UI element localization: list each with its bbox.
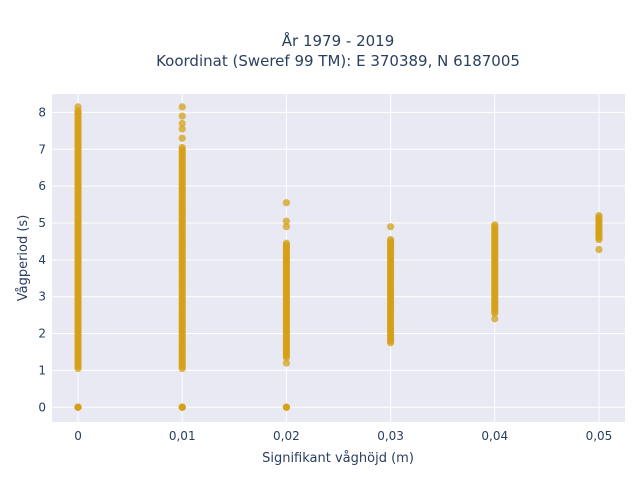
data-point xyxy=(282,403,291,411)
grid xyxy=(52,94,625,422)
data-point xyxy=(178,143,186,152)
data-point xyxy=(386,235,395,244)
data-points xyxy=(74,103,603,411)
data-point xyxy=(178,125,186,133)
x-tick-label: 0,04 xyxy=(481,429,508,443)
y-tick-label: 2 xyxy=(38,327,46,341)
y-tick-label: 5 xyxy=(38,216,46,230)
x-tick-label: 0,03 xyxy=(377,429,404,443)
x-axis-ticks: 0 0,01 0,02 0,03 0,04 0,05 xyxy=(74,429,612,443)
y-axis-ticks: 0 1 2 3 4 5 6 7 8 xyxy=(38,105,46,414)
y-tick-label: 6 xyxy=(38,179,46,193)
y-tick-label: 0 xyxy=(38,400,46,414)
data-point xyxy=(282,199,291,207)
data-point xyxy=(595,245,603,254)
chart-title-line2: Koordinat (Sweref 99 TM): E 370389, N 61… xyxy=(156,52,520,70)
x-tick-label: 0,05 xyxy=(586,429,613,443)
x-axis-title: Signifikant våghöjd (m) xyxy=(262,451,414,466)
y-tick-label: 7 xyxy=(38,142,46,156)
data-point xyxy=(491,315,499,323)
x-tick-label: 0,01 xyxy=(169,429,196,443)
y-tick-label: 4 xyxy=(38,253,46,267)
data-point xyxy=(282,217,291,225)
data-point xyxy=(178,403,186,411)
x-tick-label: 0 xyxy=(74,429,82,443)
data-point xyxy=(74,403,82,411)
y-tick-label: 1 xyxy=(38,363,46,377)
data-point xyxy=(178,112,186,120)
y-tick-label: 8 xyxy=(38,105,46,119)
data-point xyxy=(178,134,186,142)
data-point xyxy=(282,239,291,247)
y-axis-title: Vågperiod (s) xyxy=(16,215,31,302)
data-point xyxy=(282,359,291,367)
y-tick-label: 3 xyxy=(38,290,46,304)
plot-area xyxy=(52,94,625,422)
chart-title-line1: År 1979 - 2019 xyxy=(282,31,395,50)
data-point xyxy=(595,212,603,220)
data-point xyxy=(178,119,186,128)
data-point xyxy=(74,103,82,111)
x-tick-label: 0,02 xyxy=(273,429,300,443)
data-point xyxy=(491,221,499,229)
data-point xyxy=(282,223,291,231)
data-point xyxy=(386,223,395,231)
data-point xyxy=(178,103,186,111)
